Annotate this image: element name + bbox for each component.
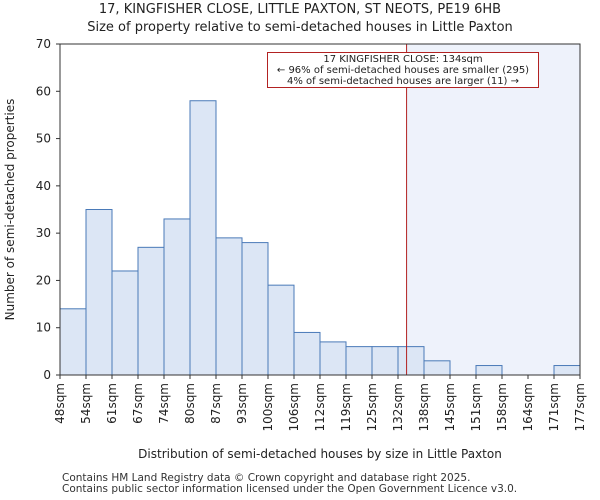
bar-119sqm [345,346,373,376]
bar-48sqm [59,308,87,376]
bar-171sqm [553,365,581,376]
y-tick-label: 40 [36,179,51,193]
x-tick-label: 87sqm [209,383,223,424]
bar-61sqm [111,270,139,376]
x-tick-label: 138sqm [417,383,431,431]
bar-112sqm [319,341,347,376]
bar-132sqm [397,346,425,376]
bar-151sqm [475,365,503,376]
x-tick-label: 67sqm [131,383,145,424]
bar-93sqm [241,242,269,376]
y-tick-label: 30 [36,226,51,240]
bar-138sqm [423,360,451,376]
y-tick-label: 0 [43,368,51,382]
bar-80sqm [189,100,217,376]
bar-74sqm [163,218,191,376]
x-tick-label: 93sqm [235,383,249,424]
x-tick-label: 112sqm [313,383,327,431]
y-axis-label: Number of semi-detached properties [3,99,17,321]
chart-title-line2: Size of property relative to semi-detach… [87,20,513,35]
x-tick-label: 54sqm [79,383,93,424]
plot-frame [59,43,581,376]
x-tick-label: 80sqm [183,383,197,424]
bar-106sqm [293,331,321,376]
y-tick-label: 20 [36,273,51,287]
x-tick-label: 164sqm [521,383,535,431]
x-tick-label: 151sqm [469,383,483,431]
x-tick-label: 100sqm [261,383,275,431]
y-tick-label: 50 [36,132,51,146]
x-tick-label: 61sqm [105,383,119,424]
footer-line2: Contains public sector information licen… [62,483,518,495]
x-tick-label: 106sqm [287,383,301,431]
x-tick-label: 125sqm [365,383,379,431]
x-tick-label: 177sqm [573,383,587,431]
bar-54sqm [85,209,113,376]
footer-line1: Contains HM Land Registry data © Crown c… [62,472,471,484]
bar-67sqm [137,246,165,376]
chart: 0 10 20 30 40 50 60 70 48sqm 54sqm 61sqm 67sqm 74sq… [3,37,587,461]
y-tick-label: 10 [36,321,51,335]
x-tick-label: 158sqm [495,383,509,431]
bar-100sqm [267,284,295,376]
bar-125sqm [371,346,399,376]
bar-87sqm [215,237,243,376]
annotation-line2: ← 96% of semi-detached houses are smalle… [276,65,530,76]
annotation-line3: 4% of semi-detached houses are larger (1… [286,76,520,87]
x-tick-label: 132sqm [391,383,405,431]
x-tick-label: 48sqm [53,383,67,424]
chart-title-line1: 17, KINGFISHER CLOSE, LITTLE PAXTON, ST … [98,2,502,17]
y-tick-label: 70 [36,37,51,51]
x-tick-label: 145sqm [443,383,457,431]
y-tick-label: 60 [36,84,51,98]
x-axis-label: Distribution of semi-detached houses by … [138,447,502,461]
highlight-region [406,44,580,375]
x-tick-label: 119sqm [339,383,353,431]
x-tick-label: 74sqm [157,383,171,424]
x-tick-label: 171sqm [547,383,561,431]
annotation-line1: 17 KINGFISHER CLOSE: 134sqm [323,54,483,65]
annotation-box: 17 KINGFISHER CLOSE: 134sqm ← 96% of sem… [267,52,539,88]
